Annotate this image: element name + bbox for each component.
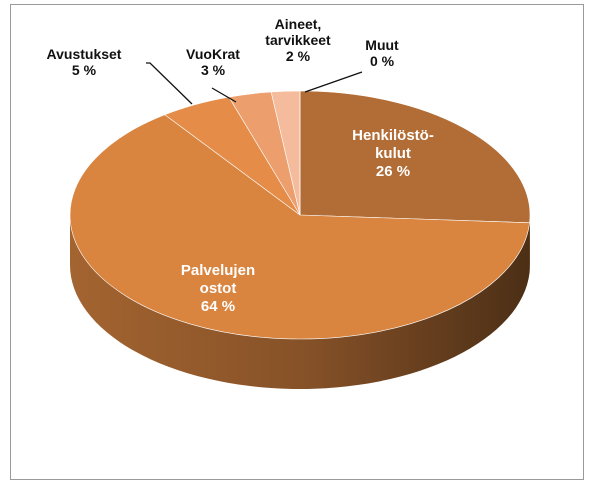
data-label: Palvelujen ostot 64 % — [181, 262, 255, 316]
category-label: Palvelujen ostot — [180, 262, 256, 297]
slice-side — [70, 215, 530, 389]
value-label: 64 % — [200, 298, 236, 315]
data-label: Avustukset 5 % — [47, 46, 122, 78]
leader-line — [211, 87, 237, 103]
value-label: 3 % — [200, 62, 226, 78]
category-label: Muut — [365, 37, 399, 53]
slice — [69, 114, 530, 340]
category-label: Avustukset — [46, 46, 122, 62]
data-label: VuoKrat 3 % — [186, 46, 240, 78]
leader-line — [304, 71, 363, 93]
category-label: Aineet, tarvikkeet — [265, 16, 331, 48]
category-label: Henkilöstö- kulut — [352, 127, 434, 162]
slice — [299, 90, 531, 224]
value-label: 5 % — [71, 62, 97, 78]
value-label: 0 % — [369, 53, 395, 69]
category-label: VuoKrat — [186, 46, 240, 62]
data-label: Muut 0 % — [365, 37, 398, 69]
data-label: Aineet, tarvikkeet 2 % — [265, 16, 330, 64]
value-label: 2 % — [285, 48, 311, 64]
value-label: 26 % — [375, 163, 411, 180]
data-label: Henkilöstö- kulut 26 % — [352, 127, 434, 181]
leader-line — [146, 62, 193, 105]
